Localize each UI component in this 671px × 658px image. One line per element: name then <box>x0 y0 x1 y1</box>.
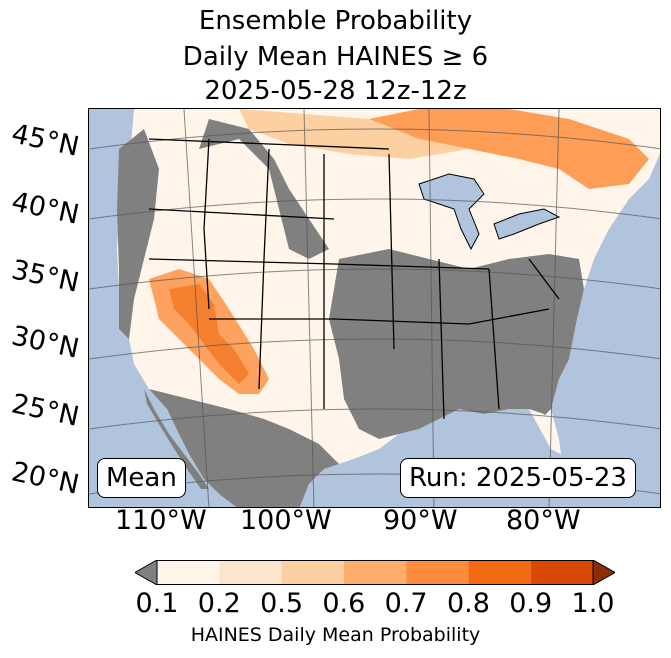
canada-orange <box>369 109 649 189</box>
lon-label-100w: 100°W <box>240 505 332 536</box>
lat-label-25n: 25°N <box>8 388 82 433</box>
colorbar-segments <box>157 560 593 585</box>
colorbar-tick-label: 0.8 <box>446 588 490 619</box>
colorbar-tick-label: 0.6 <box>322 588 366 619</box>
title-line-1: Ensemble Probability <box>198 6 473 36</box>
colorbar-segment <box>530 560 593 585</box>
colorbar-outline <box>156 560 594 585</box>
title-line-3: 2025-05-28 12z-12z <box>204 76 467 106</box>
lon-label-90w: 90°W <box>383 505 458 536</box>
colorbar-tick-label: 0.2 <box>197 588 241 619</box>
great-lakes <box>418 173 485 251</box>
map-panel <box>88 108 661 508</box>
colorbar-segment <box>219 560 282 585</box>
west-gray <box>117 129 159 339</box>
lat-label-40n: 40°N <box>8 186 82 231</box>
run-date-label: Run: 2025-05-23 <box>400 458 636 498</box>
colorbar-segment <box>281 560 344 585</box>
colorbar-segment <box>343 560 407 585</box>
mexico-gray <box>149 389 339 507</box>
rockies-gray <box>199 119 329 259</box>
lon-label-110w: 110°W <box>115 505 207 536</box>
colorbar-label: HAINES Daily Mean Probability <box>190 624 481 646</box>
colorbar-under-triangle <box>135 560 158 585</box>
florida <box>529 409 561 454</box>
colorbar-over-triangle <box>592 560 615 585</box>
colorbar-tick-label: 1.0 <box>571 588 615 619</box>
lat-label-45n: 45°N <box>8 118 82 163</box>
colorbar-tick-label: 0.9 <box>509 588 553 619</box>
title-line-2: Daily Mean HAINES ≥ 6 <box>182 42 489 72</box>
mean-label: Mean <box>97 458 186 498</box>
canada-light-orange <box>239 109 469 159</box>
lon-label-80w: 80°W <box>506 505 581 536</box>
state-borders <box>148 138 560 420</box>
colorbar-segment <box>157 560 220 585</box>
southwest-orange <box>149 269 269 394</box>
colorbar-segment <box>468 560 531 585</box>
colorbar <box>135 560 615 585</box>
lat-label-30n: 30°N <box>8 320 82 365</box>
colorbar-tick-label: 0.1 <box>135 588 179 619</box>
lake-erie-ontario <box>493 208 561 240</box>
lat-label-35n: 35°N <box>8 254 82 299</box>
colorbar-segment <box>406 560 469 585</box>
lat-label-20n: 20°N <box>8 456 82 501</box>
colorbar-tick-label: 0.7 <box>384 588 428 619</box>
map-canvas <box>89 109 660 507</box>
colorbar-tick-label: 0.5 <box>260 588 304 619</box>
